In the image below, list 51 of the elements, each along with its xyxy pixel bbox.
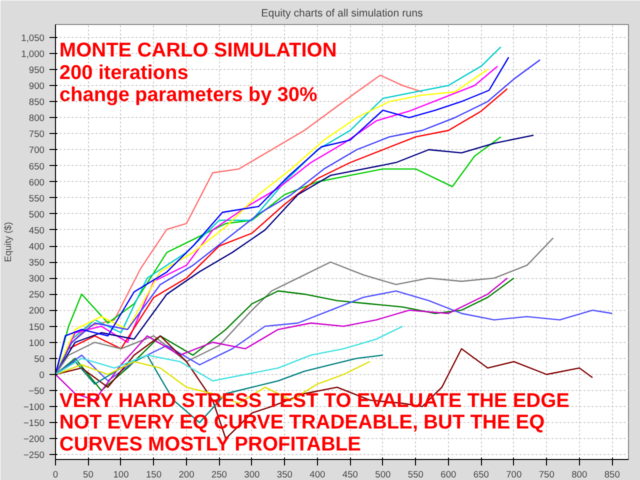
y-tick-label: −200 [23,434,45,444]
x-tick-label: 600 [440,470,456,480]
y-tick-label: 950 [28,64,45,75]
x-tick-label: 500 [375,470,391,480]
y-tick-label: −250 [23,450,45,460]
y-tick-label: 600 [28,177,45,188]
y-tick-label: 1,000 [21,48,44,59]
y-tick-label: 800 [28,113,45,124]
y-tick-label: 500 [28,209,45,220]
x-tick-label: 200 [178,470,194,480]
y-tick-label: 750 [28,129,45,140]
y-tick-label: 100 [28,338,45,348]
x-tick-label: 450 [342,470,358,480]
annotation: MONTE CARLO SIMULATION [59,40,337,62]
y-tick-label: −100 [23,402,45,412]
y-tick-label: 50 [34,354,45,364]
y-tick-label: 250 [28,290,45,300]
y-tick-label: 450 [28,225,45,236]
y-tick-label: 0 [39,370,45,380]
x-tick-label: 150 [146,470,162,480]
x-tick-label: 100 [113,470,129,480]
x-tick-label: 650 [473,470,489,480]
annotation: CURVES MOSTLY PROFITABLE [59,433,361,456]
y-tick-label: 200 [28,306,45,316]
x-tick-label: 250 [211,470,228,480]
y-tick-label: 850 [28,97,45,108]
x-tick-label: 300 [244,470,260,480]
y-tick-label: −150 [23,418,45,428]
y-tick-label: 650 [28,161,45,172]
y-tick-label: 150 [28,322,45,332]
x-tick-label: 700 [506,470,522,480]
x-tick-label: 850 [604,470,620,480]
x-tick-label: 750 [538,470,554,480]
x-tick-label: 50 [83,470,94,480]
y-tick-label: 400 [28,242,45,252]
x-tick-label: 350 [276,470,292,480]
annotation: change parameters by 30% [59,84,318,106]
x-tick-label: 800 [572,470,588,480]
y-tick-label: 550 [28,193,45,204]
y-tick-label: 700 [28,145,45,156]
y-tick-label: −50 [28,386,45,396]
x-tick-label: 550 [408,470,424,480]
y-axis-title: Equity ($) [3,222,14,262]
x-tick-label: 400 [310,470,326,480]
y-tick-label: 350 [28,258,45,268]
y-tick-label: 900 [28,80,45,91]
y-tick-label: 1,050 [21,32,44,43]
y-tick-label: 300 [28,274,45,284]
x-tick-label: 0 [52,470,58,480]
annotation: 200 iterations [59,62,188,84]
chart-title: Equity charts of all simulation runs [261,8,423,20]
